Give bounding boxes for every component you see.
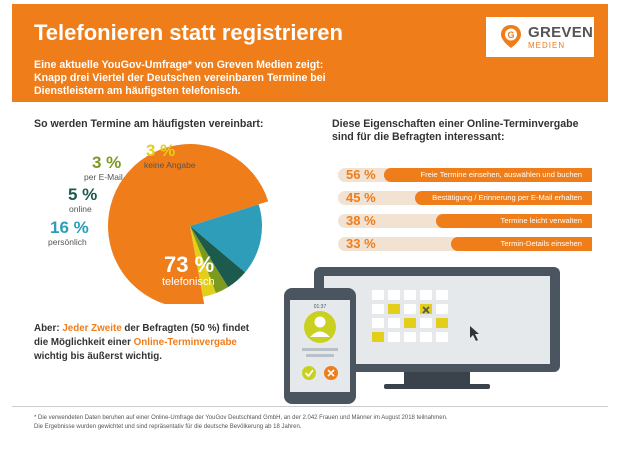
bars-title-line: sind für die Befragten interessant:	[332, 131, 505, 143]
conclusion-line: die Möglichkeit einer Online-Terminverga…	[34, 336, 249, 350]
intro-line: Dienstleistern am häufigsten telefonisch…	[34, 85, 241, 97]
bar	[414, 191, 592, 205]
intro-line: Eine aktuelle YouGov-Umfrage* von Greven…	[34, 59, 324, 71]
footer-divider	[12, 406, 608, 407]
footnote: * Die verwendeten Daten beruhen auf eine…	[34, 414, 448, 432]
bar	[451, 237, 592, 251]
pie-slice	[190, 204, 262, 273]
slice-name-label: keine Angabe	[144, 160, 196, 170]
close-icon	[422, 306, 430, 314]
slice-value-label: 5 %	[68, 185, 98, 204]
bar-value-label: 56 %	[346, 167, 376, 182]
logo-name: GREVEN	[528, 24, 594, 41]
checkmark-icon	[302, 366, 316, 380]
conclusion-highlight: Online-Terminvergabe	[133, 337, 237, 348]
conclusion-fragment: Aber:	[34, 323, 63, 334]
bar-value-label: 45 %	[346, 190, 376, 205]
greven-logo: G GREVEN MEDIEN	[486, 17, 594, 57]
bar-row: 56 % Freie Termine einsehen, auswählen un…	[338, 167, 592, 182]
bar-category-label: Freie Termine einsehen, auswählen und bu…	[420, 170, 582, 179]
pie-slice	[190, 226, 216, 297]
slice-value-label: 16 %	[50, 218, 89, 237]
slice-name-label: online	[69, 204, 92, 214]
conclusion-line: wichtig bis äußerst wichtig.	[34, 351, 162, 362]
phone-time: 01:37	[314, 304, 327, 310]
slice-name-label: persönlich	[48, 237, 87, 247]
bar	[436, 214, 592, 228]
bars-title-line: Diese Eigenschaften einer Online-Terminv…	[332, 118, 579, 130]
conclusion-fragment: die Möglichkeit einer	[34, 337, 134, 348]
conclusion-highlight: Jeder Zweite	[62, 323, 122, 334]
pie-chart	[108, 144, 269, 304]
bar-row: 33 % Termin-Details einsehen	[338, 236, 592, 251]
location-pin-icon: G	[501, 25, 521, 48]
footnote-line: * Die verwendeten Daten beruhen auf eine…	[34, 415, 448, 421]
phone-illustration: 01:37	[284, 288, 356, 404]
footnote-line: Die Ergebnisse wurden gewichtet und sind…	[34, 424, 302, 430]
calendar-grid	[372, 290, 448, 342]
bar-value-label: 38 %	[346, 213, 376, 228]
pie-slice	[108, 144, 269, 304]
logo-mark-letter: G	[507, 30, 514, 40]
conclusion-text: Aber: Jeder Zweite der Befragten (50 %) …	[34, 322, 249, 364]
intro-line: Knapp drei Viertel der Deutschen vereinb…	[34, 72, 326, 84]
bar-value-label: 33 %	[346, 236, 376, 251]
bar-row: 38 % Termine leicht verwalten	[338, 213, 592, 228]
slice-name-label: per E-Mail	[84, 172, 123, 182]
header-banner: Telefonieren statt registrieren Eine akt…	[12, 4, 608, 102]
infographic: Telefonieren statt registrieren Eine akt…	[12, 4, 608, 445]
bar-category-label: Termin-Details einsehen	[500, 239, 582, 248]
bar	[384, 168, 592, 182]
devices-illustration: 01:37	[284, 267, 560, 404]
slice-name-label: telefonisch	[162, 276, 215, 288]
pie-slice	[190, 226, 229, 294]
bar-row: 45 % Bestätigung / Erinnerung per E-Mail …	[338, 190, 592, 205]
cursor-icon	[470, 326, 479, 341]
logo-sub: MEDIEN	[528, 41, 566, 50]
conclusion-fragment: der Befragten (50 %) findet	[121, 323, 250, 334]
page-title: Telefonieren statt registrieren	[34, 20, 343, 45]
bar-category-label: Termine leicht verwalten	[500, 216, 582, 225]
slice-value-label: 3 %	[146, 141, 176, 160]
conclusion-line: Aber: Jeder Zweite der Befragten (50 %) …	[34, 322, 249, 336]
pie-slice	[190, 226, 246, 288]
slice-value-label: 3 %	[92, 153, 122, 172]
monitor-illustration	[314, 267, 560, 389]
bar-category-label: Bestätigung / Erinnerung per E-Mail erha…	[432, 193, 582, 202]
pie-section-title: So werden Termine am häufigsten vereinba…	[34, 118, 264, 130]
intro-text: Eine aktuelle YouGov-Umfrage* von Greven…	[34, 59, 326, 98]
slice-value-label: 73 %	[164, 252, 215, 277]
bars-section-title: Diese Eigenschaften einer Online-Terminv…	[332, 118, 578, 144]
